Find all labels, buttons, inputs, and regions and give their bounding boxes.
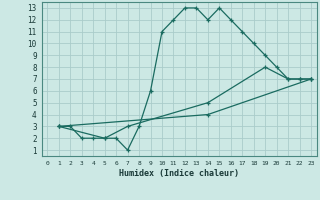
X-axis label: Humidex (Indice chaleur): Humidex (Indice chaleur) [119, 169, 239, 178]
